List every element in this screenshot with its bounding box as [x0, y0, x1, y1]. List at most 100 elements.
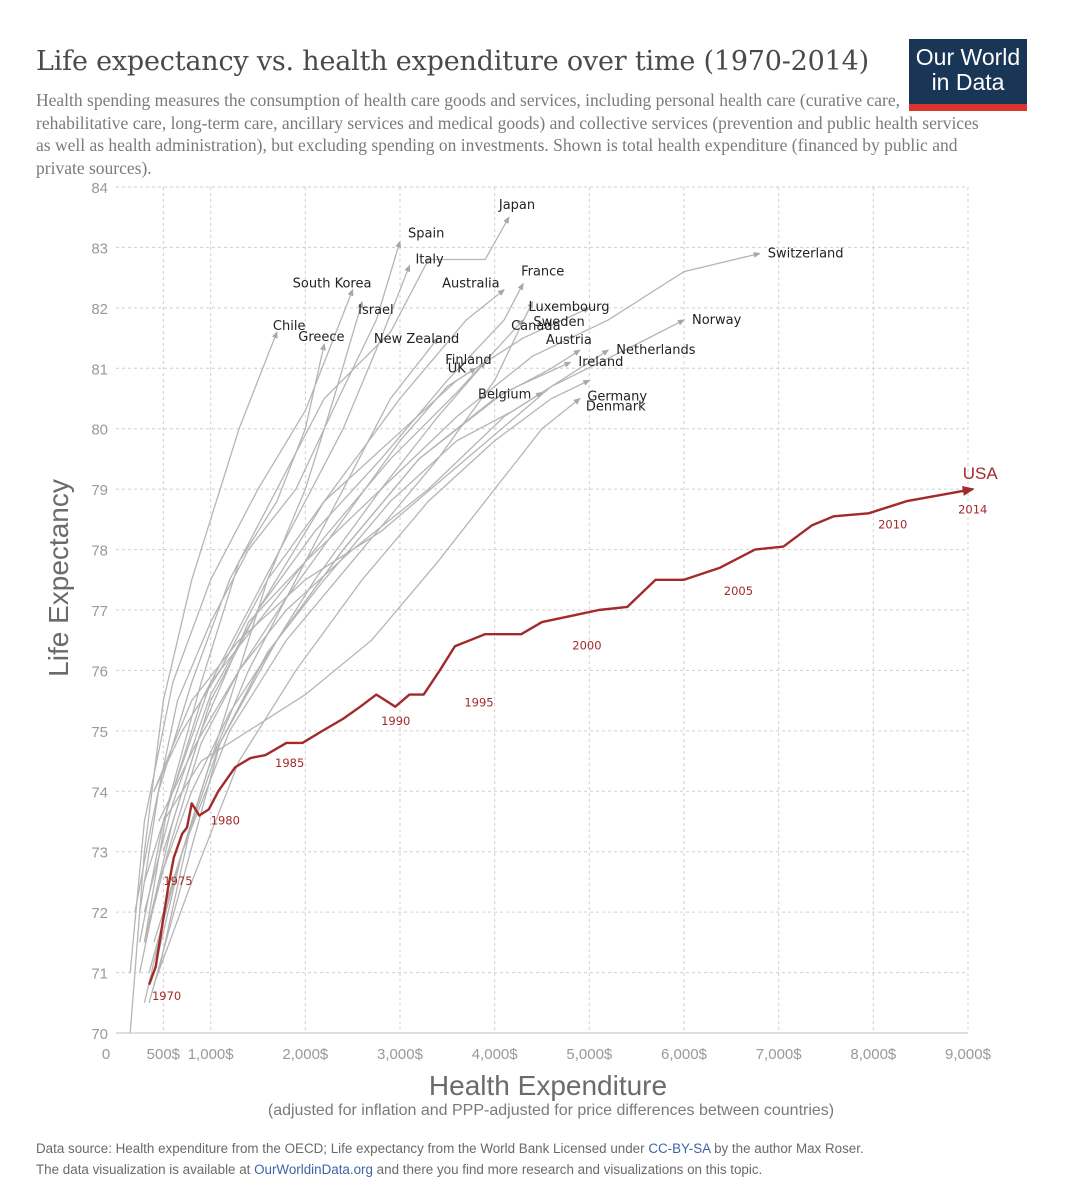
footer-note: The data visualization is available at	[36, 1162, 255, 1177]
series-label-denmark: Denmark	[586, 400, 646, 415]
series-label-usa: USA	[963, 464, 999, 483]
page-subtitle: Health spending measures the consumption…	[36, 90, 979, 178]
series-line-chile	[129, 331, 278, 1034]
year-label: 2000	[572, 638, 601, 652]
series-line-ireland	[139, 361, 572, 973]
series-label-norway: Norway	[692, 313, 742, 328]
year-label: 1970	[152, 989, 181, 1003]
owid-logo[interactable]: Our World in Data	[909, 39, 1027, 111]
y-tick-label: 70	[91, 1026, 108, 1043]
series-line-japan	[139, 216, 510, 913]
series-label-austria: Austria	[546, 333, 592, 348]
footer-line-2: The data visualization is available at O…	[36, 1159, 1046, 1180]
year-label: 1995	[464, 696, 493, 710]
footer-line-1: Data source: Health expenditure from the…	[36, 1138, 1046, 1159]
series-label-south-korea: South Korea	[293, 277, 372, 292]
series-line-switzerland	[162, 251, 761, 852]
series-label-canada: Canada	[511, 319, 560, 334]
series-label-greece: Greece	[298, 330, 344, 345]
year-label: 1975	[163, 874, 192, 888]
series-labels: Japan Spain Italy South Korea Israel ChileGre…	[152, 198, 998, 1003]
x-tick-label: 3,000$	[377, 1046, 424, 1063]
series-label-japan: Japan	[498, 198, 535, 213]
series-line-usa	[148, 486, 975, 986]
x-tick-label: 0	[102, 1046, 110, 1063]
year-label: 2014	[958, 502, 987, 516]
year-label: 2005	[724, 584, 753, 598]
series-label-finland: Finland	[445, 353, 491, 368]
series-line-australia	[143, 289, 505, 943]
series-line-belgium	[148, 391, 543, 973]
y-tick-label: 79	[91, 482, 108, 499]
footer-note-tail: and there you find more research and vis…	[372, 1162, 763, 1177]
y-tick-label: 84	[91, 180, 108, 197]
series-line-netherlands	[158, 349, 610, 822]
series-line-france	[143, 282, 524, 913]
y-axis-label: Life Expectancy	[43, 479, 74, 677]
footer-source: Data source: Health expenditure from the…	[36, 1141, 649, 1156]
x-tick-label: 4,000$	[472, 1046, 519, 1063]
year-label: 1980	[211, 814, 240, 828]
chart: 70 71 72 73 74 75 76 77 78 79 80 81 82 83 84 0 500$ 1,000…	[43, 180, 998, 1119]
y-tick-label: 75	[91, 724, 108, 741]
y-tick-label: 73	[91, 845, 108, 862]
series-line-sweden	[153, 307, 591, 792]
series	[129, 216, 975, 1034]
x-tick-label: 1,000$	[188, 1046, 235, 1063]
series-label-italy: Italy	[415, 253, 444, 268]
series-line-uk	[143, 367, 477, 943]
x-tick-label: 5,000$	[566, 1046, 613, 1063]
series-line-south-korea	[129, 288, 354, 973]
y-tick-label: 76	[91, 663, 108, 680]
series-label-netherlands: Netherlands	[616, 343, 695, 358]
x-tick-label: 2,000$	[282, 1046, 329, 1063]
series-label-new-zealand: New Zealand	[374, 332, 459, 347]
grid	[116, 186, 969, 1033]
footer-author: by the author Max Roser.	[710, 1141, 864, 1156]
logo-line-2: in Data	[931, 69, 1005, 95]
series-label-chile: Chile	[273, 319, 306, 334]
footer: Data source: Health expenditure from the…	[36, 1138, 1046, 1180]
series-line-germany	[153, 379, 591, 985]
x-tick-label: 6,000$	[661, 1046, 708, 1063]
series-label-australia: Australia	[442, 277, 500, 292]
x-axis-label: Health Expenditure	[429, 1070, 667, 1101]
x-tick-label: 9,000$	[945, 1046, 992, 1063]
year-label: 1990	[381, 714, 410, 728]
series-label-israel: Israel	[358, 303, 394, 318]
series-label-luxembourg: Luxembourg	[529, 300, 610, 315]
series-line-denmark	[162, 397, 581, 822]
series-line-greece	[143, 343, 326, 943]
year-label: 2010	[878, 517, 907, 531]
series-line-canada	[143, 319, 524, 883]
series-label-germany: Germany	[587, 389, 647, 404]
y-tick-label: 72	[91, 905, 108, 922]
axes: 70 71 72 73 74 75 76 77 78 79 80 81 82 83 84 0 500$ 1,000…	[91, 180, 991, 1063]
x-tick-label: 8,000$	[850, 1046, 897, 1063]
series-label-spain: Spain	[408, 226, 444, 241]
series-label-sweden: Sweden	[533, 315, 584, 330]
logo-line-1: Our World	[915, 44, 1021, 70]
series-label-uk: UK	[448, 361, 467, 376]
series-line-norway	[153, 319, 685, 792]
y-tick-label: 80	[91, 422, 108, 439]
logo-accent-bar	[909, 104, 1027, 111]
series-label-belgium: Belgium	[478, 387, 531, 402]
x-tick-label: 500$	[147, 1046, 181, 1063]
license-link[interactable]: CC-BY-SA	[648, 1141, 711, 1156]
owid-link[interactable]: OurWorldinData.org	[254, 1162, 373, 1177]
series-label-switzerland: Switzerland	[768, 246, 844, 261]
year-label: 1985	[275, 756, 304, 770]
series-label-ireland: Ireland	[578, 355, 623, 370]
y-tick-label: 77	[91, 603, 108, 620]
x-axis-note: (adjusted for inflation and PPP-adjusted…	[268, 1102, 834, 1119]
series-label-france: France	[521, 265, 564, 280]
y-tick-label: 81	[91, 361, 108, 378]
page-title: Life expectancy vs. health expenditure o…	[36, 46, 869, 77]
y-tick-label: 74	[91, 784, 108, 801]
y-tick-label: 83	[91, 240, 108, 257]
y-tick-label: 71	[91, 966, 108, 983]
series-line-spain	[134, 240, 402, 913]
y-tick-label: 82	[91, 301, 108, 318]
y-tick-label: 78	[91, 543, 108, 560]
